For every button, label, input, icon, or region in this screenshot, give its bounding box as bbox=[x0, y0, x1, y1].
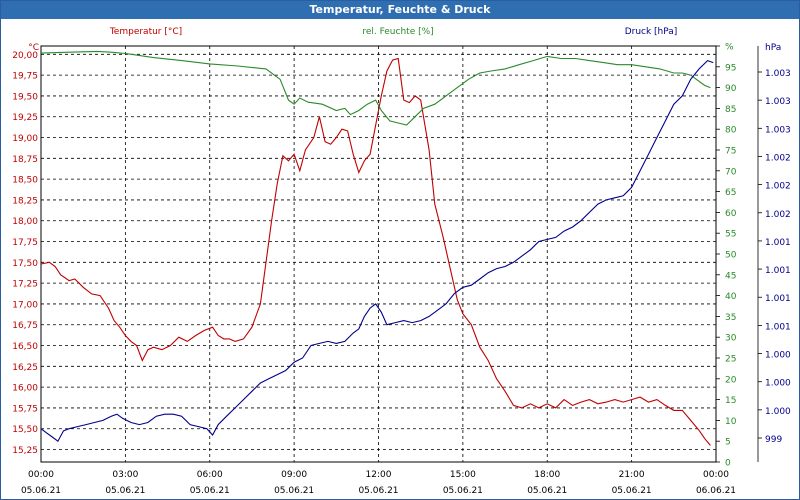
y-left-tick-label: 17,00 bbox=[12, 300, 38, 310]
y-mid-tick-label: % bbox=[725, 43, 734, 53]
y-mid-tick-label: 50 bbox=[725, 251, 737, 261]
y-mid-tick-label: 35 bbox=[725, 313, 736, 323]
y-mid-tick-label: 5 bbox=[725, 438, 731, 448]
series-label-temp: Temperatur [°C] bbox=[109, 27, 182, 37]
y-right-tick-label: 1.002 bbox=[765, 210, 791, 220]
y-left-tick-label: 18,75 bbox=[12, 155, 38, 165]
y-left-tick-label: 16,75 bbox=[12, 321, 38, 331]
x-tick-date: 05.06.21 bbox=[105, 486, 145, 496]
y-left-tick-label: 15,75 bbox=[12, 404, 38, 414]
y-right-unit: hPa bbox=[765, 43, 781, 53]
y-mid-tick-label: 15 bbox=[725, 396, 736, 406]
temperature-line bbox=[40, 57, 711, 446]
y-left-unit: °C bbox=[28, 43, 39, 53]
y-mid-tick-label: 40 bbox=[725, 292, 737, 302]
x-tick-time: 15:00 bbox=[450, 470, 476, 480]
y-right-tick-label: 1.001 bbox=[765, 238, 791, 248]
y-mid-tick-label: 0 bbox=[725, 459, 731, 469]
y-left-tick-label: 20,00 bbox=[12, 51, 38, 61]
y-left-tick-label: 15,25 bbox=[12, 446, 38, 456]
y-left-tick-label: 18,25 bbox=[12, 196, 38, 206]
x-tick-date: 05.06.21 bbox=[358, 486, 398, 496]
x-tick-time: 12:00 bbox=[366, 470, 392, 480]
y-left-tick-label: 16,25 bbox=[12, 363, 38, 373]
x-tick-date: 06.06.21 bbox=[696, 486, 736, 496]
x-tick-date: 05.06.21 bbox=[527, 486, 567, 496]
x-tick-date: 05.06.21 bbox=[443, 486, 483, 496]
y-right-tick-label: 1.002 bbox=[765, 182, 791, 192]
humidity-line bbox=[40, 50, 711, 126]
x-tick-time: 06:00 bbox=[197, 470, 223, 480]
y-left-tick-label: 17,25 bbox=[12, 280, 38, 290]
y-right-tick-label: 1.000 bbox=[765, 351, 791, 361]
y-mid-tick-label: 10 bbox=[725, 417, 737, 427]
y-mid-tick-label: 95 bbox=[725, 63, 736, 73]
y-left-tick-label: 19,75 bbox=[12, 72, 38, 82]
y-left-tick-label: 16,50 bbox=[12, 342, 38, 352]
y-right-tick-label: 1.001 bbox=[765, 322, 791, 332]
y-left-tick-label: 19,00 bbox=[12, 134, 38, 144]
y-right-tick-label: 1.001 bbox=[765, 294, 791, 304]
x-tick-time: 00:00 bbox=[28, 470, 54, 480]
y-right-tick-label: 1.000 bbox=[765, 379, 791, 389]
series-label-hum: rel. Feuchte [%] bbox=[362, 27, 433, 37]
y-mid-tick-label: 20 bbox=[725, 375, 737, 385]
x-tick-date: 05.06.21 bbox=[274, 486, 314, 496]
x-tick-time: 00:00 bbox=[703, 470, 729, 480]
x-tick-date: 05.06.21 bbox=[21, 486, 61, 496]
x-tick-time: 09:00 bbox=[281, 470, 307, 480]
y-right-tick-label: 1.000 bbox=[765, 407, 791, 417]
y-right-tick-label: 999 bbox=[765, 435, 782, 445]
y-mid-tick-label: 25 bbox=[725, 355, 736, 365]
x-tick-time: 21:00 bbox=[619, 470, 645, 480]
y-left-tick-label: 19,25 bbox=[12, 113, 38, 123]
y-mid-tick-label: 65 bbox=[725, 188, 736, 198]
y-left-tick-label: 15,50 bbox=[12, 425, 38, 435]
pressure-line bbox=[40, 59, 714, 443]
y-left-tick-label: 16,00 bbox=[12, 384, 38, 394]
y-left-tick-label: 18,50 bbox=[12, 176, 38, 186]
x-tick-time: 18:00 bbox=[534, 470, 560, 480]
y-mid-tick-label: 80 bbox=[725, 126, 737, 136]
y-right-tick-label: 1.003 bbox=[765, 69, 791, 79]
y-left-tick-label: 17,75 bbox=[12, 238, 38, 248]
y-left-tick-label: 17,50 bbox=[12, 259, 38, 269]
y-right-tick-label: 1.003 bbox=[765, 97, 791, 107]
chart-title: Temperatur, Feuchte & Druck bbox=[1, 1, 799, 19]
x-tick-date: 05.06.21 bbox=[190, 486, 230, 496]
y-right-tick-label: 1.001 bbox=[765, 266, 791, 276]
y-mid-tick-label: 45 bbox=[725, 271, 736, 281]
y-right-tick-label: 1.002 bbox=[765, 153, 791, 163]
y-mid-tick-label: 55 bbox=[725, 230, 736, 240]
series-label-press: Druck [hPa] bbox=[625, 27, 678, 37]
y-mid-tick-label: 70 bbox=[725, 167, 737, 177]
y-left-tick-label: 19,50 bbox=[12, 92, 38, 102]
x-tick-time: 03:00 bbox=[112, 470, 138, 480]
y-mid-tick-label: 90 bbox=[725, 84, 737, 94]
y-mid-tick-label: 30 bbox=[725, 334, 737, 344]
y-left-tick-label: 18,00 bbox=[12, 217, 38, 227]
y-right-tick-label: 1.003 bbox=[765, 125, 791, 135]
x-tick-date: 05.06.21 bbox=[612, 486, 652, 496]
y-mid-tick-label: 75 bbox=[725, 147, 736, 157]
y-mid-tick-label: 85 bbox=[725, 105, 736, 115]
y-mid-tick-label: 60 bbox=[725, 209, 737, 219]
